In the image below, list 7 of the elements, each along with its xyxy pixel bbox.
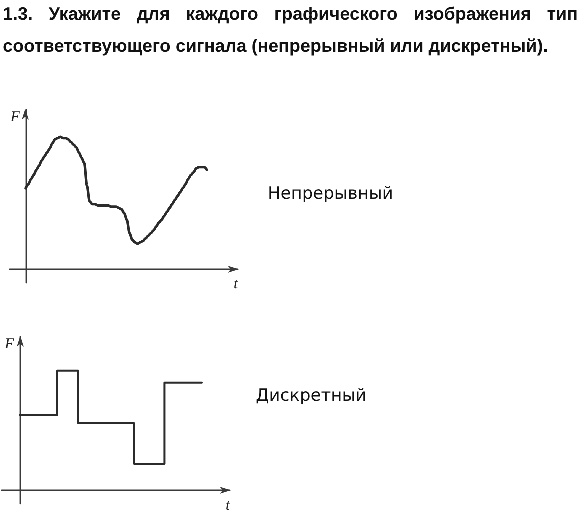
text: 1.3. Укажите для каждого графического изображения тип соответствующего сигнала (непрерывный или дискретный). xyxy=(3,3,578,58)
x-axis-title: t xyxy=(234,276,239,293)
text: Дискретный xyxy=(256,386,367,406)
text: Непрерывный xyxy=(268,184,394,204)
y-axis-title: F xyxy=(4,336,16,352)
x-axis-title: t xyxy=(226,498,231,513)
y-axis-title: F xyxy=(10,110,21,126)
